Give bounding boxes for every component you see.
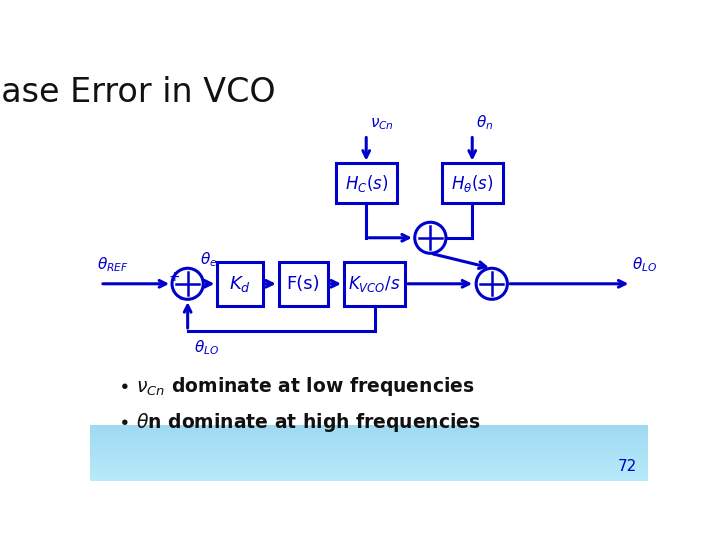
Text: $\theta_{LO}$: $\theta_{LO}$ (632, 255, 657, 274)
Bar (344, 261, 405, 306)
Text: F(s): F(s) (287, 275, 320, 293)
Text: $\theta_{REF}$: $\theta_{REF}$ (96, 255, 128, 274)
Text: $\bullet$ $\nu_{Cn}$ dominate at low frequencies: $\bullet$ $\nu_{Cn}$ dominate at low fre… (118, 375, 474, 398)
Bar (217, 261, 263, 306)
Text: Phase Error in VCO: Phase Error in VCO (0, 76, 276, 109)
Text: 72: 72 (618, 459, 637, 474)
Text: $K_{VCO}/s$: $K_{VCO}/s$ (348, 274, 401, 294)
Text: $H_C(s)$: $H_C(s)$ (345, 173, 388, 194)
Text: $\theta_n$: $\theta_n$ (476, 114, 493, 132)
Text: +: + (168, 269, 180, 284)
Text: $\nu_{Cn}$: $\nu_{Cn}$ (369, 117, 394, 132)
Bar (441, 164, 503, 204)
Bar (279, 261, 328, 306)
Bar (336, 164, 397, 204)
Text: $\bullet$ $\theta$n dominate at high frequencies: $\bullet$ $\theta$n dominate at high fre… (118, 411, 481, 434)
Text: −: − (177, 289, 192, 307)
Text: $\theta_{LO}$: $\theta_{LO}$ (194, 339, 220, 357)
Text: $\theta_e$: $\theta_e$ (200, 251, 217, 269)
Text: $K_d$: $K_d$ (229, 274, 251, 294)
Text: $H_\theta(s)$: $H_\theta(s)$ (451, 173, 493, 194)
